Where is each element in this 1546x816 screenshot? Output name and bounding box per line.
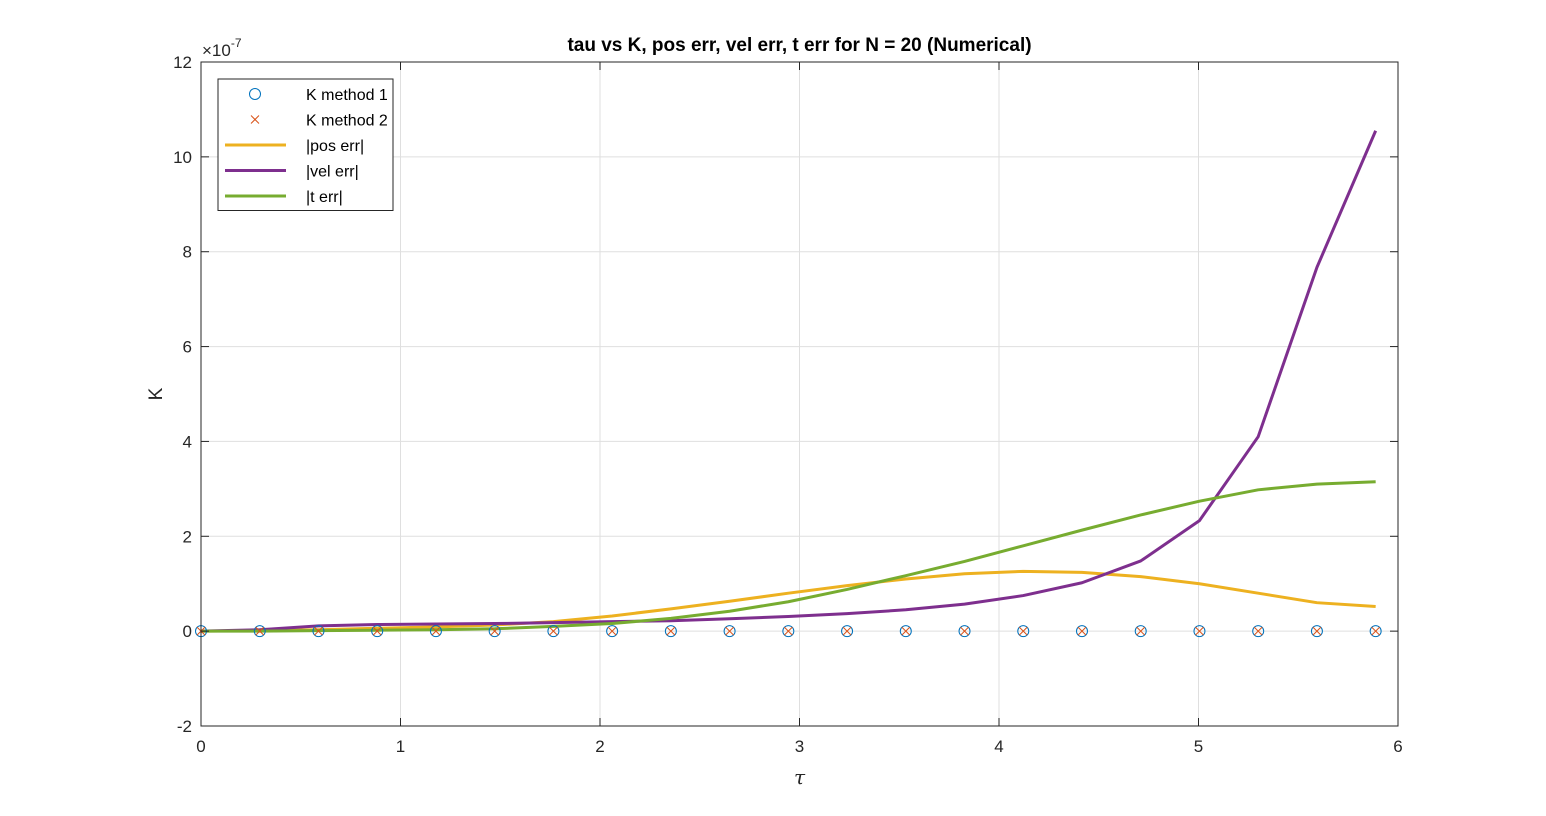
legend: K method 1 K method 2 |pos err| |vel err| |t… bbox=[217, 78, 394, 211]
k-method-2-point bbox=[372, 626, 382, 636]
k-method-2-point bbox=[725, 626, 734, 636]
k-method-2-point bbox=[1371, 626, 1381, 636]
y-tick-label: 8 bbox=[183, 243, 192, 262]
k-method-1-point bbox=[606, 625, 619, 638]
k-method-2-point bbox=[1253, 626, 1263, 636]
y-tick-label: 12 bbox=[173, 53, 192, 72]
legend-entry-label: K method 2 bbox=[306, 113, 388, 130]
legend-entry-label: |pos err| bbox=[306, 138, 364, 155]
k-method-1-point bbox=[1310, 625, 1323, 638]
y-tick-label: 4 bbox=[183, 432, 192, 451]
k-method-2-point bbox=[1077, 626, 1087, 636]
k-method-2-point bbox=[901, 626, 911, 636]
x-axis-label: τ bbox=[794, 765, 806, 789]
y-exponent-base: ×10 bbox=[202, 41, 231, 60]
x-tick-label: 6 bbox=[1393, 737, 1402, 756]
k-method-2-point bbox=[1136, 626, 1146, 636]
k-method-2-point bbox=[549, 626, 558, 636]
x-tick-label: 0 bbox=[196, 737, 205, 756]
k-method-1-point bbox=[958, 625, 971, 638]
k-method-1-point bbox=[1017, 625, 1030, 638]
legend-entry-label: |vel err| bbox=[306, 164, 359, 181]
legend-entry-label: |t err| bbox=[306, 189, 343, 206]
k-method-2-point bbox=[1018, 626, 1028, 636]
k-method-1-point bbox=[664, 625, 677, 638]
k-method-1-point bbox=[312, 625, 325, 638]
k-method-2-point bbox=[1312, 626, 1322, 636]
k-method-1-point bbox=[1252, 625, 1265, 638]
y-exponent-power: -7 bbox=[231, 36, 242, 50]
series-line-3 bbox=[200, 130, 1378, 633]
x-tick-label: 1 bbox=[396, 737, 405, 756]
k-method-2-point bbox=[314, 626, 323, 636]
series-line-2 bbox=[200, 569, 1376, 633]
k-method-1-point bbox=[253, 625, 266, 638]
y-axis-exponent: ×10-7 bbox=[202, 36, 242, 60]
k-method-2-point bbox=[490, 626, 500, 636]
k-method-1-point bbox=[371, 625, 384, 638]
plot-series bbox=[195, 130, 1382, 638]
x-tick-label: 4 bbox=[994, 737, 1003, 756]
k-method-2-point bbox=[842, 626, 852, 636]
k-method-1-point bbox=[841, 625, 854, 638]
k-method-1-point bbox=[547, 625, 560, 638]
k-method-2-point bbox=[960, 626, 969, 636]
y-tick-label: -2 bbox=[177, 717, 192, 736]
k-method-1-point bbox=[1075, 625, 1088, 638]
x-tick-label: 2 bbox=[595, 737, 604, 756]
k-method-1-point bbox=[723, 625, 736, 638]
k-method-1-point bbox=[899, 625, 912, 638]
x-tick-label: 3 bbox=[795, 737, 804, 756]
y-tick-label: 0 bbox=[183, 622, 192, 641]
k-method-1-point bbox=[1193, 625, 1206, 638]
series-line-4 bbox=[201, 480, 1376, 633]
k-method-2-point bbox=[255, 626, 265, 636]
y-tick-label: 2 bbox=[183, 527, 192, 546]
chart-title: tau vs K, pos err, vel err, t err for N … bbox=[567, 35, 1031, 56]
k-method-2-point bbox=[666, 626, 676, 636]
k-method-1-point bbox=[429, 625, 442, 638]
k-method-2-point bbox=[783, 626, 793, 636]
k-method-2-point bbox=[607, 626, 617, 636]
legend-swatch-cross bbox=[250, 115, 260, 124]
k-method-2-point bbox=[1195, 626, 1204, 636]
k-method-1-point bbox=[1369, 625, 1382, 638]
y-tick-label: 6 bbox=[183, 338, 192, 357]
k-method-1-point bbox=[1134, 625, 1147, 638]
k-method-1-point bbox=[488, 625, 501, 638]
legend-entry-label: K method 1 bbox=[306, 87, 388, 104]
x-tick-label: 5 bbox=[1194, 737, 1203, 756]
y-tick-label: 10 bbox=[173, 148, 192, 167]
legend-swatch-circle bbox=[249, 88, 261, 100]
k-method-2-point bbox=[431, 626, 441, 636]
k-method-1-point bbox=[782, 625, 795, 638]
y-axis-label: K bbox=[146, 387, 167, 400]
